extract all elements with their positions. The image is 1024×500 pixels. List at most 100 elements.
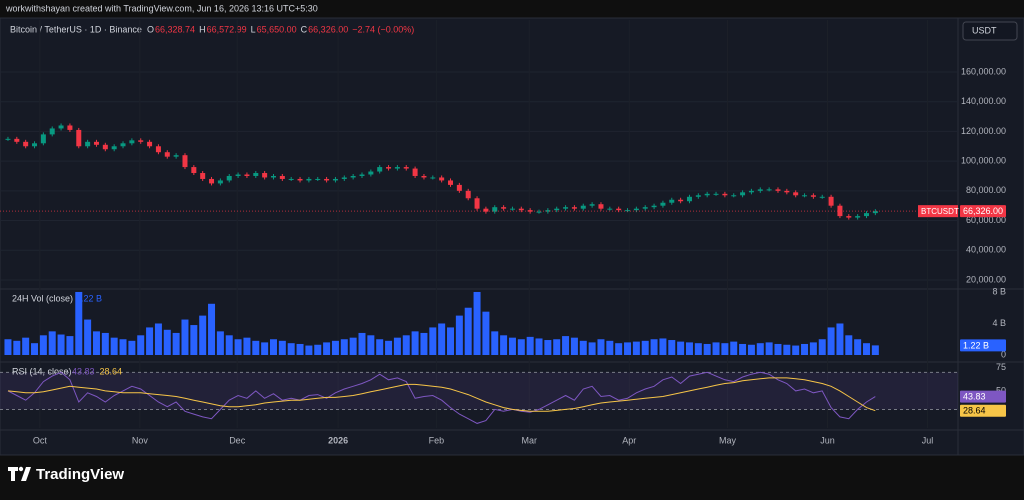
volume-bar (48, 331, 56, 355)
volume-bar (491, 331, 499, 355)
candle-body (819, 196, 825, 198)
y-tick-label: 4 B (992, 318, 1006, 328)
volume-bar (508, 337, 516, 355)
volume-bar (517, 339, 525, 355)
candle-body (191, 167, 197, 174)
rsi-tag: 43.83 (963, 391, 986, 401)
candle-body (686, 196, 692, 202)
volume-bar (31, 343, 39, 355)
candle-body (678, 199, 684, 202)
volume-bar (376, 339, 384, 355)
candle-body (731, 195, 737, 197)
candle-body (244, 174, 250, 176)
volume-bar (677, 341, 685, 355)
candle-body (279, 175, 285, 179)
volume-bar (243, 337, 251, 355)
candle-body (200, 173, 206, 179)
y-tick-label: 8 B (992, 286, 1006, 296)
candle-body (23, 141, 29, 147)
candle-body (412, 168, 418, 176)
volume-bar (447, 327, 455, 355)
candle-body (527, 210, 533, 212)
candle-body (430, 177, 436, 179)
candle-body (722, 193, 728, 196)
candle-body (173, 155, 179, 157)
candle-body (651, 205, 657, 208)
candle-body (837, 205, 843, 217)
volume-bar (871, 345, 879, 355)
pane-value: 28.64 (100, 366, 123, 376)
candle-body (748, 190, 754, 193)
x-tick-label: Apr (622, 435, 636, 445)
volume-bar (84, 319, 92, 355)
volume-bar (570, 337, 578, 355)
volume-bar (199, 315, 207, 355)
candle-body (93, 141, 99, 145)
volume-bar (544, 340, 552, 355)
volume-bar (66, 336, 74, 355)
volume-bar (323, 342, 331, 355)
candle-body (465, 190, 471, 199)
volume-bar (482, 311, 490, 355)
volume-bar (367, 335, 375, 355)
candle-body (616, 208, 622, 211)
ohlc-key: O (147, 24, 154, 34)
logo-mark (8, 467, 31, 481)
symbol-tag: BTCUSDT (921, 207, 959, 216)
volume-bar (154, 323, 162, 355)
volume-bar (92, 331, 100, 355)
volume-bar (57, 334, 65, 355)
candle-body (669, 199, 675, 203)
currency-button[interactable] (962, 21, 1018, 41)
rsi-line (7, 371, 876, 424)
volume-bar (278, 340, 286, 355)
volume-bar (597, 339, 605, 355)
y-tick-label: 20,000.00 (966, 274, 1006, 284)
volume-bar (75, 291, 83, 355)
candle-body (138, 140, 144, 142)
volume-bar (562, 336, 570, 355)
x-tick-label: May (719, 435, 737, 445)
candle-body (492, 207, 498, 212)
candle-body (740, 192, 746, 196)
candle-body (571, 207, 577, 209)
currency-label[interactable]: USDT (972, 25, 997, 35)
x-tick-label: Oct (33, 435, 48, 445)
candle-body (589, 204, 595, 206)
volume-bar (438, 323, 446, 355)
symbol-tag-bg (918, 205, 958, 218)
volume-bar (234, 339, 242, 355)
candle-body (182, 155, 188, 168)
candle-body (155, 146, 161, 153)
volume-bar (296, 343, 304, 355)
y-tick-label: 50 (996, 385, 1006, 395)
ohlc-legend: O 66,328.74 H 66,572.99 L 65,650.00 C 66,326.00… (147, 24, 414, 34)
candle-body (297, 178, 303, 181)
volume-bar (809, 342, 817, 355)
candle-body (359, 174, 365, 176)
candle-body (633, 208, 639, 211)
volume-bar (464, 307, 472, 355)
candle-body (625, 210, 631, 212)
candle-body (315, 178, 321, 180)
volume-bar (801, 343, 809, 355)
rsi-tag-bg (960, 404, 1006, 417)
volume-bar (694, 343, 702, 355)
volume-bar (305, 345, 313, 355)
pane-title: 24H Vol (close) (12, 293, 73, 303)
candle-body (5, 138, 11, 140)
volume-bar (756, 343, 764, 355)
volume-bar (703, 343, 711, 355)
attribution: workwithshayan created with TradingView.… (5, 3, 318, 13)
volume-bar (650, 339, 658, 355)
candle-body (120, 143, 126, 147)
ohlc-value: 66,572.99 (207, 24, 247, 34)
candle-body (324, 178, 330, 181)
volume-bar (331, 340, 339, 355)
candle-body (235, 174, 241, 176)
volume-bar (110, 337, 118, 355)
ohlc-key: H (199, 24, 206, 34)
volume-bar (721, 343, 729, 355)
rsi-line (7, 377, 876, 412)
